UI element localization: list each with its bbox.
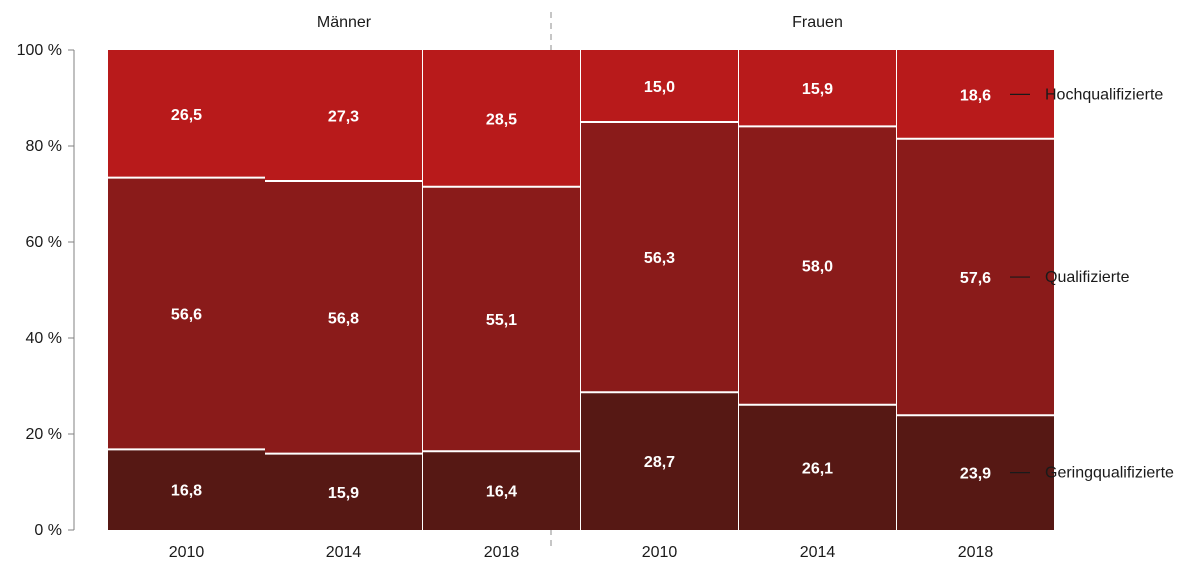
data-label: 56,6 — [171, 307, 202, 324]
y-tick-label: 80 % — [26, 138, 62, 155]
x-tick-label: 2010 — [642, 544, 678, 561]
legend-label: Qualifizierte — [1045, 269, 1130, 286]
bar-segment — [581, 50, 738, 122]
y-tick-label: 0 % — [34, 522, 62, 539]
y-tick-label: 20 % — [26, 426, 62, 443]
data-label: 57,6 — [960, 270, 991, 287]
data-label: 55,1 — [486, 312, 517, 329]
bar-segment — [739, 50, 896, 127]
x-tick-label: 2010 — [169, 544, 205, 561]
x-tick-label: 2018 — [484, 544, 520, 561]
data-label: 15,9 — [802, 81, 833, 98]
bar-segment — [739, 126, 896, 405]
data-label: 18,6 — [960, 87, 991, 104]
group-label: Frauen — [792, 14, 843, 31]
data-label: 28,7 — [644, 454, 675, 471]
data-label: 58,0 — [802, 259, 833, 276]
bar-segment — [108, 50, 265, 178]
legend-label: Geringqualifizierte — [1045, 465, 1174, 482]
data-label: 15,9 — [328, 485, 359, 502]
bar-segment — [265, 50, 422, 182]
bar-segment — [423, 451, 580, 530]
x-tick-label: 2014 — [326, 544, 362, 561]
data-label: 16,8 — [171, 483, 202, 500]
bar-segment — [423, 186, 580, 452]
legend: Hochqualifizierte Qualifizierte Geringqual… — [1010, 86, 1174, 482]
bar-segment — [108, 177, 265, 450]
data-label: 28,5 — [486, 111, 517, 128]
y-tick-label: 40 % — [26, 330, 62, 347]
y-tick-label: 60 % — [26, 234, 62, 251]
bar-segment — [265, 453, 422, 530]
data-label: 15,0 — [644, 79, 675, 96]
bar-segment — [739, 404, 896, 530]
y-tick-label: 100 % — [17, 42, 62, 59]
bar-segment — [581, 392, 738, 530]
bar-segment — [265, 181, 422, 454]
data-label: 27,3 — [328, 109, 359, 126]
group-label: Männer — [317, 14, 372, 31]
value-labels: 16,8 56,6 26,5 15,9 56,8 27,3 16,4 55,1 28,5 28,7… — [171, 79, 991, 502]
data-label: 56,3 — [644, 250, 675, 267]
x-tick-label: 2014 — [800, 544, 836, 561]
bar-segment — [581, 122, 738, 393]
data-label: 23,9 — [960, 466, 991, 483]
data-label: 26,5 — [171, 107, 202, 124]
legend-label: Hochqualifizierte — [1045, 86, 1163, 103]
bars — [108, 50, 1054, 530]
data-label: 26,1 — [802, 460, 833, 477]
x-tick-label: 2018 — [958, 544, 994, 561]
bar-segment — [108, 449, 265, 530]
data-label: 56,8 — [328, 310, 359, 327]
data-label: 16,4 — [486, 484, 517, 501]
bar-segment — [423, 50, 580, 187]
